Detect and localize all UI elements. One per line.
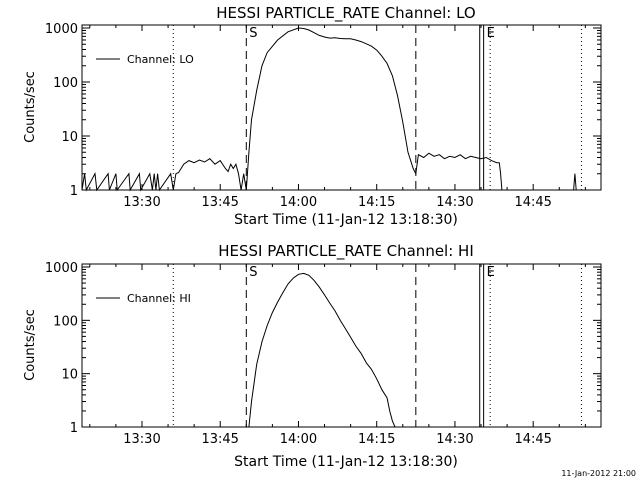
x-tick-label: 13:30 xyxy=(123,195,160,210)
x-tick-label: 14:00 xyxy=(280,195,317,210)
panel-hi-x-axis-label: Start Time (11-Jan-12 13:18:30) xyxy=(234,454,458,470)
marker-label: E xyxy=(487,265,495,280)
panel-hi-title: HESSI PARTICLE_RATE Channel: HI xyxy=(218,242,474,261)
y-tick-label: 10 xyxy=(61,368,78,383)
y-tick-label: 100 xyxy=(53,314,78,329)
x-tick-label: 13:30 xyxy=(123,432,160,447)
x-tick-label: 14:30 xyxy=(436,195,473,210)
panel-lo-title: HESSI PARTICLE_RATE Channel: LO xyxy=(216,4,475,23)
marker-label: S xyxy=(249,26,257,41)
panel-hi: HESSI PARTICLE_RATE Channel: HI 13:30 13:… xyxy=(23,242,602,470)
x-tick-label: 14:45 xyxy=(514,432,551,447)
x-tick-label: 14:00 xyxy=(280,432,317,447)
panel-hi-marks: 13:30 13:45 14:00 14:15 14:30 14:45 1 10 100 1000… xyxy=(45,261,601,447)
panel-lo-plot-frame xyxy=(81,24,602,191)
y-tick-label: 10 xyxy=(61,130,78,145)
x-tick-label: 14:15 xyxy=(358,195,395,210)
marker-label: E xyxy=(487,26,495,41)
x-tick-label: 14:15 xyxy=(358,432,395,447)
x-tick-label: 14:30 xyxy=(436,432,473,447)
y-tick-label: 1000 xyxy=(45,261,78,276)
y-tick-label: 100 xyxy=(53,76,78,91)
legend-entry: Channel: HI xyxy=(127,292,191,305)
y-tick-label: 1 xyxy=(70,421,78,436)
x-tick-label: 13:45 xyxy=(201,432,238,447)
panel-lo-y-axis-label: Counts/sec xyxy=(23,71,38,143)
y-tick-label: 1000 xyxy=(45,22,78,37)
series-line xyxy=(248,272,396,428)
x-tick-label: 14:45 xyxy=(514,195,551,210)
panel-hi-plot-frame xyxy=(81,263,602,428)
panel-lo-x-axis-label: Start Time (11-Jan-12 13:18:30) xyxy=(234,212,458,228)
legend-entry: Channel: LO xyxy=(127,53,194,66)
footer-timestamp: 11-Jan-2012 21:00 xyxy=(561,469,636,478)
marker-label: S xyxy=(249,265,257,280)
y-tick-label: 1 xyxy=(70,184,78,199)
x-tick-label: 13:45 xyxy=(201,195,238,210)
panel-lo-marks: 13:30 13:45 14:00 14:15 14:30 14:45 1 10 100 1000… xyxy=(45,22,601,210)
panel-lo: HESSI PARTICLE_RATE Channel: LO 13:30 13:… xyxy=(23,4,602,228)
series-line xyxy=(81,27,577,192)
panel-hi-y-axis-label: Counts/sec xyxy=(23,309,38,381)
